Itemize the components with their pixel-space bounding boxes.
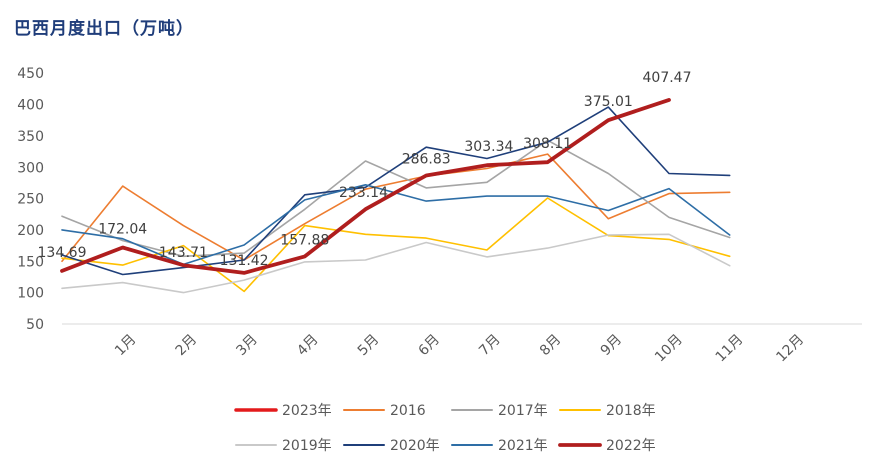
- x-tick-label: 6月: [416, 332, 444, 360]
- series-line-3: [61, 197, 731, 293]
- data-label: 308.11: [523, 136, 572, 152]
- data-label: 375.01: [584, 94, 633, 110]
- data-label: 286.83: [402, 152, 451, 168]
- x-tick-label: 5月: [355, 332, 383, 360]
- data-label: 134.69: [38, 245, 87, 261]
- series-line-2: [61, 139, 731, 258]
- x-tick-label: 12月: [773, 332, 807, 366]
- data-label: 172.04: [98, 221, 147, 237]
- data-label: 303.34: [464, 139, 513, 155]
- x-tick-label: 1月: [112, 332, 140, 360]
- y-tick-label: 50: [26, 317, 44, 333]
- legend-label: 2020年: [390, 438, 440, 454]
- legend-label: 2017年: [498, 403, 548, 419]
- y-tick-label: 350: [17, 129, 44, 145]
- x-tick-label: 10月: [652, 332, 686, 366]
- y-tick-label: 100: [17, 286, 44, 302]
- legend-label: 2023年: [282, 403, 332, 419]
- y-tick-label: 450: [17, 66, 44, 82]
- chart-title: 巴西月度出口（万吨）: [14, 19, 194, 39]
- legend-label: 2018年: [606, 403, 656, 419]
- y-tick-label: 150: [17, 254, 44, 270]
- data-label: 233.14: [339, 185, 388, 201]
- legend-label: 2016: [390, 403, 426, 419]
- legend-label: 2022年: [606, 438, 656, 454]
- y-tick-label: 300: [17, 160, 44, 176]
- x-tick-label: 7月: [476, 332, 504, 360]
- x-tick-label: 4月: [294, 332, 322, 360]
- data-label: 157.88: [280, 232, 329, 248]
- data-label: 143.71: [159, 245, 208, 261]
- x-tick-label: 3月: [233, 332, 261, 360]
- series-line-7: [60, 98, 671, 275]
- x-tick-label: 9月: [598, 332, 626, 360]
- y-tick-label: 250: [17, 192, 44, 208]
- legend-label: 2019年: [282, 438, 332, 454]
- x-tick-label: 8月: [537, 332, 565, 360]
- x-tick-label: 2月: [173, 332, 201, 360]
- x-tick-label: 11月: [713, 332, 747, 366]
- series-line-1: [61, 153, 731, 263]
- legend-label: 2021年: [498, 438, 548, 454]
- y-tick-label: 200: [17, 223, 44, 239]
- data-label: 131.42: [220, 253, 269, 269]
- y-tick-label: 400: [17, 98, 44, 114]
- data-label: 407.47: [643, 70, 692, 86]
- series-line-4: [61, 233, 731, 294]
